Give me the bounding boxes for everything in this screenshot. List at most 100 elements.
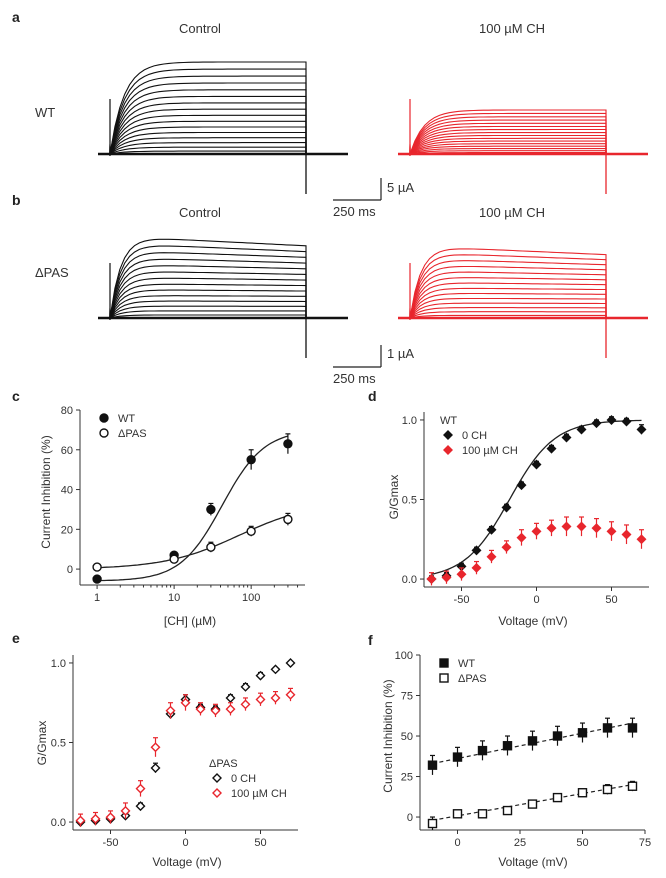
- fit-line: [432, 722, 633, 765]
- current-trace: [398, 116, 648, 155]
- current-trace: [398, 260, 648, 319]
- y-tick-label: 1.0: [402, 415, 417, 427]
- data-point: [240, 681, 251, 692]
- current-trace: [98, 252, 348, 319]
- data-point: [270, 692, 281, 703]
- current-trace: [98, 142, 348, 156]
- data-point: [602, 723, 613, 733]
- legend-title: WT: [440, 415, 457, 427]
- data-point: [212, 788, 222, 798]
- chart-d-ylabel: G/Gmax: [387, 475, 401, 520]
- legend-label: 0 CH: [462, 430, 487, 442]
- current-trace: [98, 126, 348, 156]
- data-point: [471, 545, 482, 556]
- y-tick-label: 60: [61, 445, 73, 457]
- current-trace: [98, 150, 348, 155]
- data-point: [591, 418, 602, 429]
- data-point: [441, 572, 452, 583]
- chart-c: 0 20 40 60 80 1 10 100 WT ΔPAS: [61, 405, 305, 604]
- current-trace: [98, 265, 348, 319]
- scalebar-a-y-label: 5 µA: [387, 180, 414, 195]
- chart-c-ylabel: Current Inhibition (%): [39, 435, 53, 548]
- data-point: [135, 801, 146, 812]
- data-point: [240, 699, 251, 710]
- data-point: [165, 705, 176, 716]
- current-trace: [398, 122, 648, 155]
- current-trace: [98, 120, 348, 155]
- chart-e-ylabel: G/Gmax: [35, 721, 49, 766]
- current-trace: [398, 128, 648, 156]
- trace-family-b-ch: [398, 248, 648, 358]
- fit-curve: [97, 515, 289, 569]
- chart-e: 0.0 0.5 1.0 -50 0 50 ΔPAS 0 CH 100 µM CH: [51, 655, 298, 849]
- data-point: [606, 526, 617, 537]
- x-tick-label: 25: [514, 837, 526, 849]
- data-point: [92, 574, 102, 584]
- current-trace: [398, 248, 648, 319]
- current-trace: [98, 89, 348, 155]
- data-point: [206, 542, 216, 552]
- current-trace: [398, 271, 648, 319]
- data-point: [456, 569, 467, 580]
- data-point: [90, 813, 101, 824]
- data-point: [135, 783, 146, 794]
- data-point: [75, 815, 86, 826]
- panel-b-row-label: ΔPAS: [35, 265, 69, 280]
- legend-label: WT: [458, 658, 475, 670]
- panel-a-row-label: WT: [35, 105, 55, 120]
- current-trace: [98, 283, 348, 319]
- current-trace: [398, 287, 648, 319]
- legend-label: ΔPAS: [458, 673, 487, 685]
- current-trace: [398, 282, 648, 319]
- data-point: [502, 805, 513, 816]
- trace-family-a-control: [98, 61, 348, 194]
- current-trace: [398, 143, 648, 155]
- current-trace: [398, 125, 648, 156]
- scalebar-a-x-label: 250 ms: [333, 204, 376, 219]
- current-trace: [398, 137, 648, 156]
- data-point: [285, 689, 296, 700]
- data-point: [546, 443, 557, 454]
- y-tick-label: 0: [67, 564, 73, 576]
- y-tick-label: 0.0: [51, 817, 66, 829]
- current-trace: [98, 314, 348, 319]
- data-point: [206, 504, 216, 515]
- data-point: [427, 818, 438, 829]
- current-trace: [98, 300, 348, 320]
- data-point: [606, 414, 617, 425]
- data-point: [627, 781, 638, 791]
- chart-d-xlabel: Voltage (mV): [498, 614, 567, 628]
- x-tick-label: 0: [454, 837, 460, 849]
- data-point: [486, 551, 497, 562]
- x-tick-label: 10: [168, 592, 180, 604]
- chart-f-xlabel: Voltage (mV): [498, 855, 567, 869]
- data-point: [246, 455, 256, 465]
- chart-d: 0.0 0.5 1.0 -50 0 50 WT 0 CH 100 µM CH: [402, 412, 649, 606]
- current-trace: [398, 297, 648, 320]
- current-trace: [398, 119, 648, 155]
- data-point: [210, 705, 221, 716]
- data-point: [255, 694, 266, 705]
- x-tick-label: 0: [533, 594, 539, 606]
- data-point: [283, 439, 293, 449]
- data-point: [150, 762, 161, 773]
- current-trace: [398, 132, 648, 156]
- data-point: [501, 542, 512, 553]
- data-point: [477, 745, 488, 756]
- panel-b-title-ch: 100 µM CH: [479, 205, 545, 220]
- panel-a-title-ch: 100 µM CH: [479, 21, 545, 36]
- current-trace: [398, 254, 648, 319]
- current-trace: [398, 112, 648, 155]
- scalebar-b-x-label: 250 ms: [333, 371, 376, 386]
- y-tick-label: 80: [61, 405, 73, 417]
- data-point: [225, 692, 236, 703]
- data-point: [591, 523, 602, 534]
- current-trace: [98, 61, 348, 155]
- trace-family-b-control: [98, 238, 348, 358]
- data-point: [576, 521, 587, 532]
- y-tick-label: 0.5: [402, 495, 417, 507]
- fit-curve: [431, 419, 642, 575]
- data-point: [527, 799, 538, 809]
- data-point: [527, 736, 538, 746]
- chart-f: 0 25 50 75 100 0 25 50 75 WT ΔPAS: [395, 650, 651, 849]
